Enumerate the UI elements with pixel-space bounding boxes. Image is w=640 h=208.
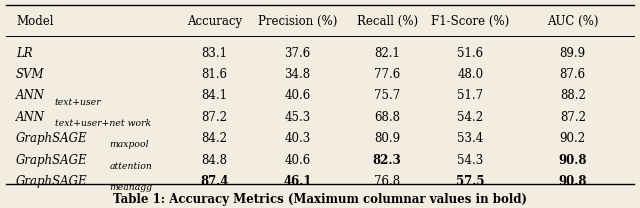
Text: 37.6: 37.6 <box>284 47 311 59</box>
Text: 68.8: 68.8 <box>374 111 400 124</box>
Text: 82.3: 82.3 <box>373 154 401 167</box>
Text: text+user+net work: text+user+net work <box>54 119 151 128</box>
Text: 54.3: 54.3 <box>457 154 484 167</box>
Text: 76.8: 76.8 <box>374 175 400 188</box>
Text: 82.1: 82.1 <box>374 47 400 59</box>
Text: text+user: text+user <box>54 98 101 107</box>
Text: ANN: ANN <box>16 89 45 102</box>
Text: 84.8: 84.8 <box>202 154 227 167</box>
Text: 54.2: 54.2 <box>458 111 483 124</box>
Text: LR: LR <box>16 47 33 59</box>
Text: 87.4: 87.4 <box>200 175 228 188</box>
Text: ANN: ANN <box>16 111 45 124</box>
Text: 51.6: 51.6 <box>458 47 483 59</box>
Text: 90.8: 90.8 <box>559 154 587 167</box>
Text: 40.6: 40.6 <box>284 89 311 102</box>
Text: Recall (%): Recall (%) <box>356 15 418 28</box>
Text: 89.9: 89.9 <box>560 47 586 59</box>
Text: 87.2: 87.2 <box>560 111 586 124</box>
Text: 84.2: 84.2 <box>202 132 227 145</box>
Text: 40.3: 40.3 <box>284 132 311 145</box>
Text: F1-Score (%): F1-Score (%) <box>431 15 509 28</box>
Text: Table 1: Accuracy Metrics (Maximum columnar values in bold): Table 1: Accuracy Metrics (Maximum colum… <box>113 193 527 206</box>
Text: maxpool: maxpool <box>109 140 149 150</box>
Text: 88.2: 88.2 <box>560 89 586 102</box>
Text: 77.6: 77.6 <box>374 68 401 81</box>
Text: 45.3: 45.3 <box>284 111 311 124</box>
Text: 80.9: 80.9 <box>374 132 400 145</box>
Text: 40.6: 40.6 <box>284 154 311 167</box>
Text: 83.1: 83.1 <box>202 47 227 59</box>
Text: 81.6: 81.6 <box>202 68 227 81</box>
Text: 87.6: 87.6 <box>560 68 586 81</box>
Text: 90.8: 90.8 <box>559 175 587 188</box>
Text: GraphSAGE: GraphSAGE <box>16 154 88 167</box>
Text: Accuracy: Accuracy <box>187 15 242 28</box>
Text: 87.2: 87.2 <box>202 111 227 124</box>
Text: Model: Model <box>16 15 54 28</box>
Text: attention: attention <box>109 162 152 171</box>
Text: 90.2: 90.2 <box>560 132 586 145</box>
Text: 75.7: 75.7 <box>374 89 401 102</box>
Text: SVM: SVM <box>16 68 45 81</box>
Text: 46.1: 46.1 <box>284 175 312 188</box>
Text: GraphSAGE: GraphSAGE <box>16 132 88 145</box>
Text: meanagg: meanagg <box>109 183 153 192</box>
Text: AUC (%): AUC (%) <box>547 15 598 28</box>
Text: 34.8: 34.8 <box>285 68 310 81</box>
Text: Precision (%): Precision (%) <box>258 15 337 28</box>
Text: 53.4: 53.4 <box>457 132 484 145</box>
Text: 48.0: 48.0 <box>458 68 483 81</box>
Text: 57.5: 57.5 <box>456 175 484 188</box>
Text: 51.7: 51.7 <box>458 89 483 102</box>
Text: GraphSAGE: GraphSAGE <box>16 175 88 188</box>
Text: 84.1: 84.1 <box>202 89 227 102</box>
